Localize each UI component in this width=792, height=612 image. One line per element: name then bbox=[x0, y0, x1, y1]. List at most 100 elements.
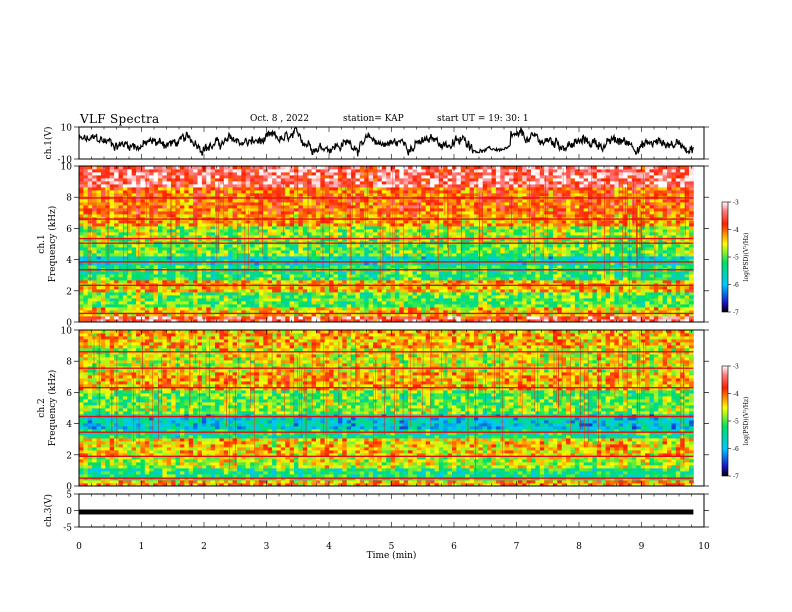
ch1-spectrogram-cell bbox=[122, 274, 128, 278]
ch1-spectrogram-cell bbox=[342, 208, 348, 212]
ch1-spectrogram-cell bbox=[258, 169, 264, 173]
ch1-spectrogram-cell bbox=[390, 280, 396, 284]
ch1-spectrogram-cell bbox=[263, 205, 269, 209]
ch1-spectrogram-cell bbox=[258, 286, 264, 290]
ch1-spectrogram-cell bbox=[280, 265, 286, 269]
ch1-spectrogram-cell bbox=[399, 232, 405, 236]
ch1-spectrogram-cell bbox=[386, 208, 391, 212]
ch1-spectrogram-cell bbox=[175, 250, 181, 254]
ch1-spectrogram-cell bbox=[447, 214, 453, 218]
ch1-spectrogram-cell bbox=[157, 265, 163, 269]
ch1-spectrogram-cell bbox=[311, 205, 317, 209]
ch1-spectrogram-cell bbox=[430, 193, 435, 197]
ch1-spectrogram-cell bbox=[153, 184, 159, 188]
ch1-spectrogram-cell bbox=[447, 211, 453, 215]
ch1-spectrogram-cell bbox=[311, 313, 317, 317]
ch1-spectrogram-cell bbox=[210, 223, 216, 227]
ch1-spectrogram-cell bbox=[368, 172, 374, 176]
ch1-spectrogram-cell bbox=[373, 166, 378, 170]
ch1-spectrogram-cell bbox=[377, 172, 383, 176]
ch1-spectrogram-cell bbox=[307, 295, 312, 299]
ch1-spectrogram-cell bbox=[438, 298, 444, 302]
ch1-spectrogram-cell bbox=[302, 292, 308, 296]
ch1-spectrogram-cell bbox=[83, 169, 89, 173]
ch1-spectrogram-cell bbox=[131, 178, 137, 182]
ch1-spectrogram-cell bbox=[333, 169, 339, 173]
ch1-spectrogram-cell bbox=[193, 298, 198, 302]
ch1-spectrogram-cell bbox=[276, 184, 282, 188]
ch1-spectrogram-cell bbox=[109, 250, 115, 254]
ch1-spectrogram-cell bbox=[219, 220, 225, 224]
ch1-spectrogram-cell bbox=[456, 205, 462, 209]
ch1-spectrogram-cell bbox=[144, 178, 150, 182]
ch1-spectrogram-cell bbox=[223, 205, 229, 209]
ch1-spectrogram-cell bbox=[280, 256, 286, 260]
ch1-spectrogram-cell bbox=[329, 175, 334, 179]
ch1-spectrogram-cell bbox=[228, 175, 233, 179]
ch1-spectrogram-cell bbox=[473, 316, 479, 320]
ch1-spectrogram-cell bbox=[386, 190, 391, 194]
ch1-spectrogram-cell bbox=[219, 307, 225, 311]
ch1-spectrogram-cell bbox=[320, 271, 326, 275]
ch1-spectrogram-cell bbox=[487, 298, 492, 302]
ch1-spectrogram-cell bbox=[443, 274, 449, 278]
ch1-spectrogram-cell bbox=[403, 232, 409, 236]
ch1-spectrogram-cell bbox=[250, 238, 255, 242]
ch1-spectrogram-cell bbox=[215, 235, 220, 239]
ch1-spectrogram-cell bbox=[175, 277, 181, 281]
ch1-spectrogram-cell bbox=[184, 205, 190, 209]
ch1-spectrogram-cell bbox=[469, 229, 475, 233]
ch1-spectrogram-cell bbox=[307, 271, 312, 275]
ch1-spectrogram-cell bbox=[456, 178, 462, 182]
ch1-spectrogram-cell bbox=[412, 253, 418, 257]
ch1-spectrogram-cell bbox=[118, 166, 124, 170]
ch1-spectrogram-cell bbox=[469, 310, 475, 314]
ch1-spectrogram-cell bbox=[171, 190, 176, 194]
ch1-spectrogram-cell bbox=[447, 190, 453, 194]
ch1-spectrogram-cell bbox=[250, 298, 255, 302]
ch1-spectrogram-cell bbox=[276, 271, 282, 275]
ch1-spectrogram-cell bbox=[184, 256, 190, 260]
ch1-spectrogram-cell bbox=[280, 181, 286, 185]
ch1-spectrogram-cell bbox=[236, 274, 242, 278]
ch1-spectrogram-cell bbox=[399, 187, 405, 191]
ch1-spectrogram-cell bbox=[346, 223, 352, 227]
ch1-spectrogram-cell bbox=[131, 238, 137, 242]
ch1-spectrogram-cell bbox=[153, 193, 159, 197]
ch1-spectrogram-cell bbox=[346, 316, 352, 320]
ch1-spectrogram-cell bbox=[438, 226, 444, 230]
ch1-spectrogram-cell bbox=[197, 250, 203, 254]
ch1-spectrogram-cell bbox=[337, 256, 343, 260]
ch1-spectrogram-cell bbox=[373, 172, 378, 176]
ch1-spectrogram-cell bbox=[364, 247, 370, 251]
ch1-spectrogram-cell bbox=[452, 232, 457, 236]
ch1-spectrogram-cell bbox=[197, 235, 203, 239]
ch1-spectrogram-cell bbox=[425, 280, 431, 284]
ch1-spectrogram-cell bbox=[373, 256, 378, 260]
ch1-spectrogram-cell bbox=[351, 250, 356, 254]
ch1-spectrogram-cell bbox=[162, 265, 168, 269]
ch1-spectrogram-cell bbox=[285, 166, 291, 170]
ch1-spectrogram-cell bbox=[373, 193, 378, 197]
ch1-spectrogram-cell bbox=[465, 223, 470, 227]
ch1-spectrogram-cell bbox=[342, 292, 348, 296]
ch1-spectrogram-cell bbox=[487, 319, 492, 323]
ch1-spectrogram-cell bbox=[399, 298, 405, 302]
ch1-spectrogram-cell bbox=[258, 235, 264, 239]
ch1-spectrogram-cell bbox=[201, 235, 207, 239]
ch1-spectrogram-cell bbox=[425, 250, 431, 254]
ch1-spectrogram-cell bbox=[487, 262, 492, 266]
ch1-spectrogram-cell bbox=[179, 259, 185, 263]
ch1-spectrogram-cell bbox=[166, 211, 172, 215]
ch1-spectrogram-cell bbox=[127, 253, 133, 257]
ch1-spectrogram-cell bbox=[381, 259, 387, 263]
ch1-spectrogram-cell bbox=[127, 250, 133, 254]
ch1-spectrogram-cell bbox=[100, 259, 106, 263]
ch1-spectrogram-cell bbox=[166, 244, 172, 248]
ch1-spectrogram-cell bbox=[228, 205, 233, 209]
ch1-spectrogram-cell bbox=[232, 172, 238, 176]
ch1-spectrogram-cell bbox=[421, 193, 427, 197]
ch1-spectrogram-cell bbox=[487, 235, 492, 239]
ch1-spectrogram-cell bbox=[140, 304, 146, 308]
ch1-spectrogram-cell bbox=[114, 193, 119, 197]
